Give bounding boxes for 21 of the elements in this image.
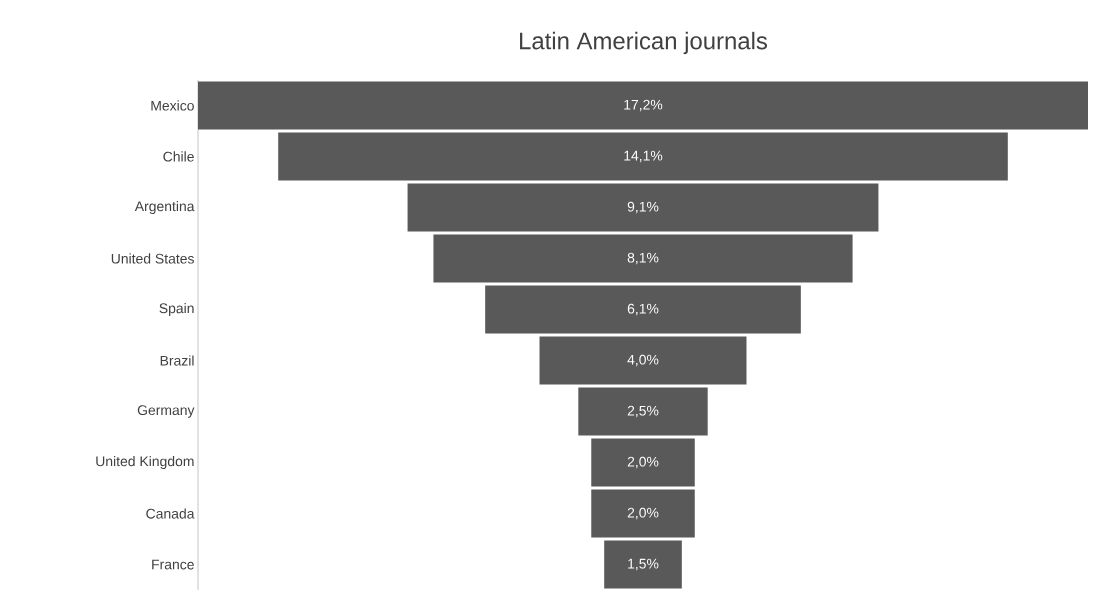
data-label: 14,1%: [624, 150, 663, 163]
data-label: 1,5%: [628, 558, 659, 571]
data-label: 4,0%: [627, 354, 659, 367]
category-label: Brazil: [160, 355, 194, 366]
data-label: 17,2%: [624, 99, 663, 112]
category-label: Chile: [163, 151, 194, 162]
category-label: United Kingdom: [96, 456, 194, 469]
data-label: 2,5%: [627, 405, 659, 418]
category-label: Mexico: [151, 100, 194, 111]
data-label: 9,1%: [627, 201, 659, 214]
category-label: France: [152, 559, 194, 570]
data-label: 6,1%: [627, 303, 659, 316]
text: Latin American journals: [520, 31, 768, 55]
category-label: United States: [111, 253, 194, 264]
data-label: 2,0%: [627, 456, 659, 469]
category-label: Germany: [137, 405, 195, 418]
data-label: 2,0%: [627, 507, 659, 520]
data-label: 8,1%: [627, 252, 659, 265]
category-label: Canada: [146, 508, 195, 519]
category-label: Spain: [159, 303, 194, 316]
category-label: Argentina: [134, 200, 195, 214]
